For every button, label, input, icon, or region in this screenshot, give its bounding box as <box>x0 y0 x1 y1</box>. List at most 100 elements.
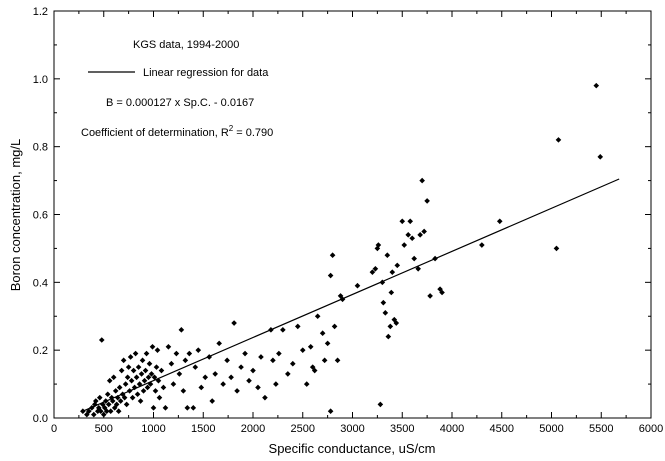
data-point <box>299 347 306 353</box>
y-tick-label: 0.8 <box>33 142 48 154</box>
x-tick-label: 500 <box>95 423 113 435</box>
data-point <box>160 384 167 391</box>
data-point <box>334 357 341 364</box>
data-point <box>354 282 361 289</box>
data-point <box>379 279 386 286</box>
data-point <box>337 293 344 299</box>
x-axis-label: Specific conductance, uS/cm <box>269 441 436 456</box>
data-point <box>255 384 261 391</box>
r2-prefix: Coefficient of determination, R <box>81 127 229 139</box>
data-point <box>144 384 151 391</box>
data-point <box>394 262 401 269</box>
data-point <box>220 381 226 387</box>
data-point <box>176 371 183 377</box>
data-point <box>385 333 392 340</box>
data-point <box>427 293 433 299</box>
data-point <box>116 384 123 391</box>
data-point <box>285 371 291 377</box>
source-annotation: KGS data, 1994-2000 <box>133 39 239 51</box>
data-point <box>170 381 177 387</box>
data-point <box>401 242 408 248</box>
data-point <box>192 364 199 370</box>
data-point <box>380 299 387 306</box>
data-point <box>290 360 296 367</box>
y-tick-label: 0.4 <box>33 277 48 289</box>
data-point <box>129 394 136 401</box>
data-point <box>324 340 331 347</box>
x-tick-label: 4000 <box>440 423 464 435</box>
x-tick-label: 3500 <box>390 423 414 435</box>
data-point <box>321 357 328 364</box>
data-point <box>98 337 105 343</box>
data-point <box>107 408 114 415</box>
data-point <box>479 242 485 248</box>
data-point <box>421 228 427 235</box>
data-point <box>224 357 230 364</box>
data-point <box>409 235 415 242</box>
x-tick-label: 2000 <box>241 423 265 435</box>
data-point <box>105 401 112 408</box>
data-point <box>234 388 240 394</box>
data-point <box>411 255 417 262</box>
y-tick-label: 0.2 <box>33 345 48 357</box>
data-point <box>331 323 338 330</box>
data-point <box>314 313 321 320</box>
data-point <box>273 381 279 387</box>
data-point <box>113 401 120 408</box>
data-point <box>145 374 152 381</box>
data-point <box>121 394 128 401</box>
data-point <box>104 391 111 398</box>
x-tick-label: 2500 <box>291 423 315 435</box>
axis-ticks: 0 500 1000 1500 2000 2500 3000 3500 4000 4500 5000… <box>33 6 664 435</box>
data-point <box>212 371 218 377</box>
data-point <box>125 364 132 370</box>
data-point <box>228 374 234 381</box>
data-point <box>165 343 172 350</box>
data-point <box>149 343 156 350</box>
r2-superscript: 2 <box>229 124 234 133</box>
data-point <box>384 252 391 258</box>
data-point <box>155 377 162 384</box>
data-point <box>262 394 268 401</box>
y-tick-label: 0.0 <box>33 413 48 425</box>
data-point <box>110 374 117 381</box>
data-point <box>146 360 153 367</box>
data-point <box>103 408 110 415</box>
data-point <box>216 340 222 347</box>
data-point <box>329 252 336 258</box>
legend-regression-label: Linear regression for data <box>143 67 269 79</box>
data-point <box>137 398 144 404</box>
data-point <box>123 401 130 408</box>
x-tick-label: 4500 <box>490 423 514 435</box>
data-point <box>148 371 155 377</box>
data-point <box>553 245 560 252</box>
coefficient-of-determination: Coefficient of determination, R2 = 0.790 <box>81 124 273 139</box>
data-point <box>195 347 202 353</box>
r2-suffix: = 0.790 <box>233 127 273 139</box>
data-point <box>153 364 160 370</box>
data-point <box>424 198 430 204</box>
data-point <box>597 154 604 160</box>
y-tick-label: 0.6 <box>33 210 48 222</box>
data-point <box>97 408 104 415</box>
data-point <box>419 177 425 184</box>
y-tick-label: 1.2 <box>33 6 48 18</box>
data-point <box>158 367 165 374</box>
data-point <box>374 245 381 252</box>
data-point <box>209 398 216 404</box>
data-point <box>399 218 406 225</box>
data-point <box>198 384 205 391</box>
data-point <box>86 408 92 415</box>
x-tick-label: 0 <box>51 423 57 435</box>
data-point <box>156 394 163 401</box>
data-point <box>593 82 600 89</box>
data-point <box>303 381 310 387</box>
data-point <box>138 371 145 377</box>
data-point <box>112 388 119 394</box>
data-point <box>238 364 244 370</box>
data-point <box>405 232 412 238</box>
data-point <box>141 377 148 384</box>
data-point <box>139 357 146 364</box>
data-point <box>377 401 384 408</box>
data-point <box>307 343 314 350</box>
